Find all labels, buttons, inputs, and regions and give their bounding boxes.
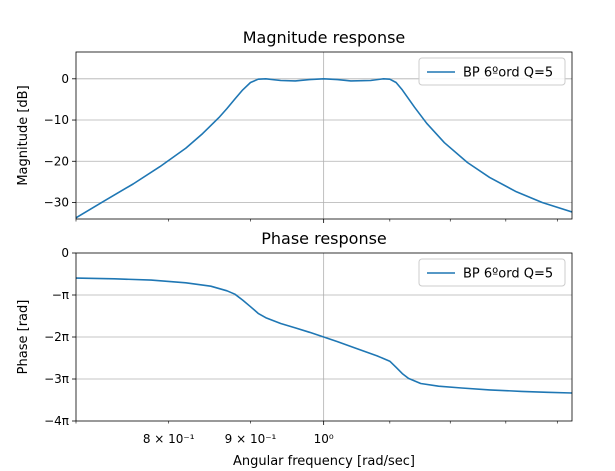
y-tick-label: −20 — [44, 154, 69, 168]
y-tick-label: −2π — [44, 330, 69, 344]
y-tick-label: 0 — [61, 72, 69, 86]
legend: BP 6ºord Q=5 — [418, 258, 566, 287]
phase-chart: 0 −π −2π −3π −4π 8 × 10⁻¹ 9 × 10⁻¹ 10⁰ Phase res… — [16, 229, 573, 469]
axes-frame — [75, 51, 573, 220]
y-tick-label: −10 — [44, 113, 69, 127]
y-tick-label: 0 — [61, 246, 69, 260]
y-tick-label: −30 — [44, 196, 69, 210]
x-tick-label: 8 × 10⁻¹ — [143, 432, 195, 446]
y-tick-label: −4π — [44, 414, 69, 428]
axes-frame — [75, 252, 573, 422]
y-axis-label: Magnitude [dB] — [16, 85, 31, 185]
legend-label: BP 6ºord Q=5 — [463, 267, 553, 282]
magnitude-chart: 0 −10 −20 −30 Magnitude response Magnitude [d… — [16, 28, 573, 223]
y-axis-label: Phase [rad] — [16, 300, 31, 375]
x-tick-label: 9 × 10⁻¹ — [225, 432, 277, 446]
y-tick-label: −3π — [44, 372, 69, 386]
legend-label: BP 6ºord Q=5 — [463, 66, 553, 81]
legend-box — [418, 57, 566, 86]
x-axis-label: Angular frequency [rad/sec] — [233, 454, 415, 469]
legend: BP 6ºord Q=5 — [418, 57, 566, 86]
legend-box — [418, 258, 566, 287]
chart-title: Magnitude response — [243, 28, 406, 47]
series-line — [76, 277, 572, 394]
chart-title: Phase response — [261, 229, 387, 248]
y-tick-label: −π — [52, 288, 69, 302]
x-tick-label: 10⁰ — [314, 432, 334, 446]
series-line — [76, 78, 572, 219]
